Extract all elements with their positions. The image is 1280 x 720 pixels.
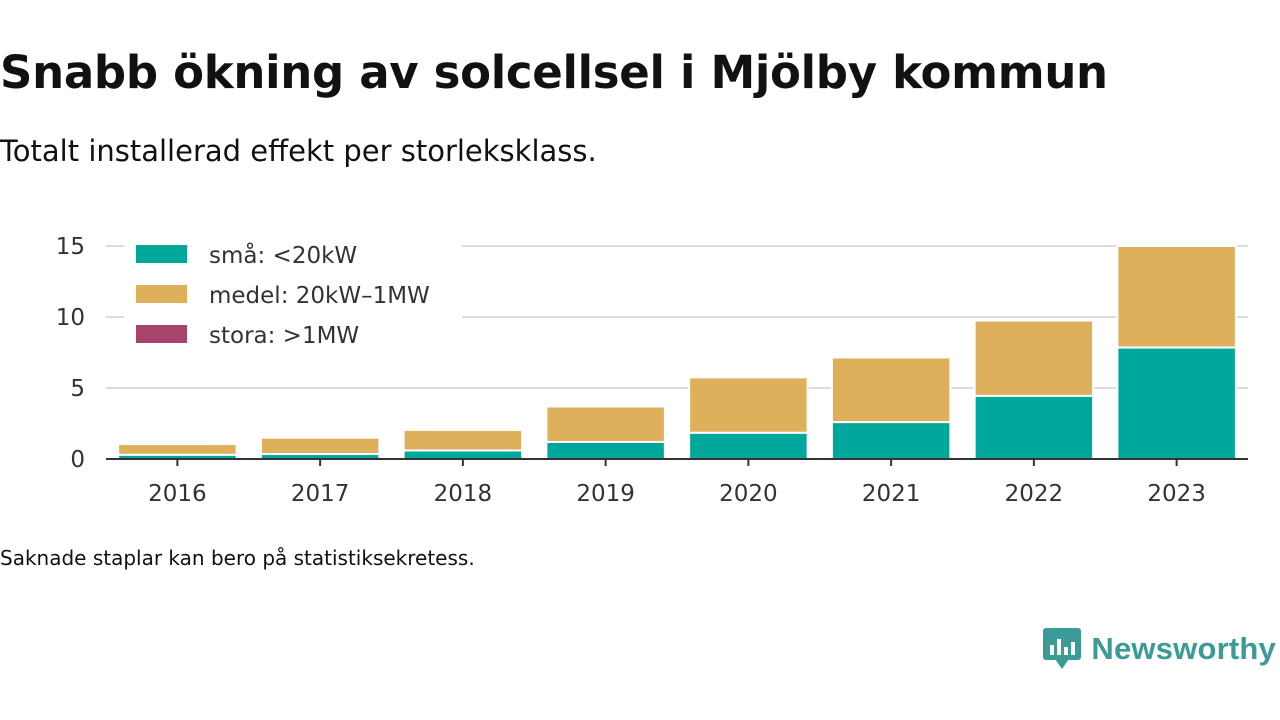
bar-segment xyxy=(830,421,952,460)
brand-name: Newsworthy xyxy=(1091,631,1276,666)
legend-swatch xyxy=(136,285,187,303)
bar-segment xyxy=(402,449,524,461)
stacked-bar-chart: 0 5 10 15 2016 2017 2018 2019 2020 2021 2022 2023 s… xyxy=(56,234,1248,507)
bar-segment xyxy=(973,319,1095,397)
bar-segment xyxy=(688,376,809,434)
y-tick-label: 5 xyxy=(70,376,85,402)
axes: 0 5 10 15 2016 2017 2018 2019 2020 2021 2022 2023 xyxy=(56,234,1248,507)
footnote: Saknade staplar kan bero på statistiksek… xyxy=(0,546,475,570)
bar-segment xyxy=(1116,245,1237,349)
bar-segment xyxy=(545,405,666,443)
bar-segment xyxy=(117,443,238,456)
newsworthy-logo-icon xyxy=(1043,628,1082,669)
brand-logo: Newsworthy xyxy=(1043,628,1276,670)
bar-segment xyxy=(688,431,809,461)
bar-segment xyxy=(402,428,524,452)
bar-segment xyxy=(973,394,1095,460)
x-tick-label: 2019 xyxy=(576,481,635,507)
y-tick-label: 0 xyxy=(70,447,85,473)
bar-segment xyxy=(545,440,666,460)
legend: små: <20kW medel: 20kW–1MW stora: >1MW xyxy=(124,236,462,356)
bar-segment xyxy=(1116,346,1237,460)
chart-title: Snabb ökning av solcellsel i Mjölby komm… xyxy=(0,46,1108,99)
y-tick-label: 15 xyxy=(56,234,85,260)
x-tick-label: 2018 xyxy=(434,481,493,507)
bar-segment xyxy=(830,356,952,424)
x-tick-label: 2017 xyxy=(291,481,350,507)
legend-swatch xyxy=(136,245,187,263)
bars xyxy=(117,245,1237,461)
x-tick-label: 2016 xyxy=(148,481,207,507)
bar-segment xyxy=(259,436,381,456)
x-tick-label: 2022 xyxy=(1005,481,1064,507)
legend-label: små: <20kW xyxy=(209,241,357,269)
x-tick-label: 2020 xyxy=(719,481,778,507)
legend-label: medel: 20kW–1MW xyxy=(209,283,430,309)
legend-swatch xyxy=(136,325,187,343)
chart-subtitle: Totalt installerad effekt per storlekskl… xyxy=(0,134,597,168)
x-tick-label: 2021 xyxy=(862,481,921,507)
y-tick-label: 10 xyxy=(56,305,85,331)
legend-label: stora: >1MW xyxy=(209,323,359,349)
x-tick-label: 2023 xyxy=(1147,481,1206,507)
